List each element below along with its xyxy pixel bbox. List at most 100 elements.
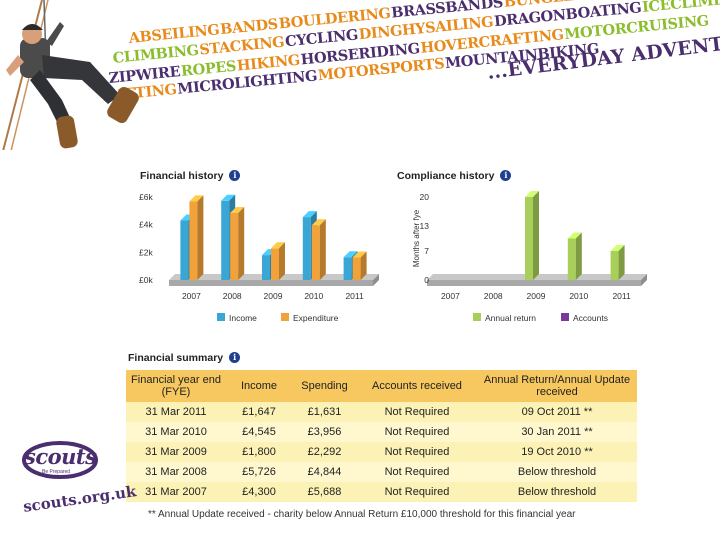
bar: [525, 197, 533, 280]
legend-label: Annual return: [485, 313, 536, 323]
financial-summary-heading: Financial summary i: [128, 352, 241, 364]
table-cell: £4,300: [226, 482, 292, 502]
table-cell: Not Required: [357, 422, 477, 442]
bar: [567, 238, 576, 280]
table-cell: £4,545: [226, 422, 292, 442]
table-row: 31 Mar 2008 £5,726 £4,844 Not Required B…: [126, 462, 637, 482]
y-tick-label: 7: [424, 246, 429, 256]
legend-swatch: [473, 313, 481, 321]
compliance-history-chart: 0 7 13 20 Months after fye 2007 2008 2009 2010 20…: [412, 191, 647, 323]
x-tick-label: 2008: [484, 291, 503, 301]
logo-url[interactable]: scouts.org.uk: [22, 482, 138, 516]
compliance-history-heading: Compliance history i: [397, 170, 512, 182]
scouts-logo[interactable]: scouts Be Prepared scouts.org.uk: [20, 438, 137, 518]
bar-top: [221, 194, 236, 201]
table-row: 31 Mar 2009 £1,800 £2,292 Not Required 1…: [126, 442, 637, 462]
bar: [352, 257, 361, 280]
table-cell: Not Required: [357, 442, 477, 462]
y-tick-label: £0k: [139, 275, 153, 285]
table-cell: Below threshold: [477, 462, 637, 482]
table-cell: £1,647: [226, 402, 292, 422]
table-row: 31 Mar 2011 £1,647 £1,631 Not Required 0…: [126, 402, 637, 422]
chart-floor-edge: [169, 280, 373, 286]
x-tick-label: 2007: [182, 291, 201, 301]
y-tick-label: 20: [420, 192, 430, 202]
bar-side: [360, 251, 367, 280]
bar-top: [343, 251, 358, 258]
x-tick-label: 2010: [569, 291, 588, 301]
financial-history-title: Financial history: [140, 170, 224, 182]
bar: [271, 248, 279, 280]
info-icon[interactable]: i: [229, 352, 241, 363]
table-cell: £2,292: [292, 442, 357, 462]
legend-label: Accounts: [573, 313, 608, 323]
legend-label: Expenditure: [293, 313, 339, 323]
table-cell: £1,631: [292, 402, 357, 422]
table-row: 31 Mar 2010 £4,545 £3,956 Not Required 3…: [126, 422, 637, 442]
info-icon[interactable]: i: [500, 170, 512, 181]
bar-side: [618, 244, 625, 280]
x-tick-label: 2009: [527, 291, 546, 301]
chart-floor-side: [641, 274, 647, 286]
legend-swatch: [281, 313, 289, 321]
financial-summary-title: Financial summary: [128, 352, 224, 364]
info-icon[interactable]: i: [229, 170, 241, 181]
climber-photo: [2, 0, 139, 150]
y-tick-label: £4k: [139, 220, 153, 230]
chart-floor-side: [373, 274, 379, 286]
bar-side: [238, 206, 245, 280]
logo-wordmark: scouts: [24, 444, 97, 469]
bar-top: [302, 211, 317, 218]
y-tick-label: £2k: [139, 247, 153, 257]
bar: [230, 212, 239, 280]
y-tick-label: 0: [424, 275, 429, 285]
y-axis-label: Months after fye: [412, 209, 421, 267]
bar-top: [189, 195, 204, 202]
header-banner: ABSEILINGBANDSBOULDERINGBRASSBANDSBUNGEE…: [0, 0, 720, 150]
column-header: Income: [226, 370, 292, 402]
x-tick-label: 2010: [304, 291, 323, 301]
table-cell: 19 Oct 2010 **: [477, 442, 637, 462]
bar-side: [319, 219, 326, 280]
column-header: Spending: [292, 370, 357, 402]
bar-top: [567, 232, 582, 239]
bar: [180, 220, 189, 280]
chart-floor: [427, 274, 647, 280]
bar: [311, 225, 320, 280]
table-cell: 31 Mar 2008: [126, 462, 226, 482]
bar-side: [279, 242, 285, 280]
table-cell: 30 Jan 2011 **: [477, 422, 637, 442]
bar-top: [311, 219, 326, 226]
bar-top: [610, 244, 625, 251]
table-cell: Not Required: [357, 402, 477, 422]
table-cell: 31 Mar 2010: [126, 422, 226, 442]
legend-swatch: [217, 313, 225, 321]
table-cell: £1,800: [226, 442, 292, 462]
chart-floor-edge: [427, 280, 641, 286]
table-cell: 31 Mar 2009: [126, 442, 226, 462]
table-cell: Not Required: [357, 482, 477, 502]
column-header: Financial year end (FYE): [126, 370, 226, 402]
column-header: Accounts received: [357, 370, 477, 402]
compliance-history-title: Compliance history: [397, 170, 495, 182]
logo-swirl-icon: [22, 441, 98, 479]
legend-swatch: [561, 313, 569, 321]
bar: [221, 200, 230, 280]
table-cell: £5,726: [226, 462, 292, 482]
x-tick-label: 2009: [264, 291, 283, 301]
logo-motto: Be Prepared: [42, 469, 71, 475]
table-cell: 31 Mar 2007: [126, 482, 226, 502]
financial-history-heading: Financial history i: [140, 170, 241, 182]
table-cell: Below threshold: [477, 482, 637, 502]
bar-side: [197, 195, 204, 280]
y-tick-label: £6k: [139, 192, 153, 202]
table-cell: £3,956: [292, 422, 357, 442]
bar: [343, 257, 352, 280]
bar-side: [575, 232, 582, 280]
table-row: 31 Mar 2007 £4,300 £5,688 Not Required B…: [126, 482, 637, 502]
table-cell: 09 Oct 2011 **: [477, 402, 637, 422]
table-footnote: ** Annual Update received - charity belo…: [148, 509, 576, 520]
bar-top: [271, 242, 285, 249]
column-header: Annual Return/Annual Update received: [477, 370, 637, 402]
y-tick-label: 13: [420, 221, 430, 231]
